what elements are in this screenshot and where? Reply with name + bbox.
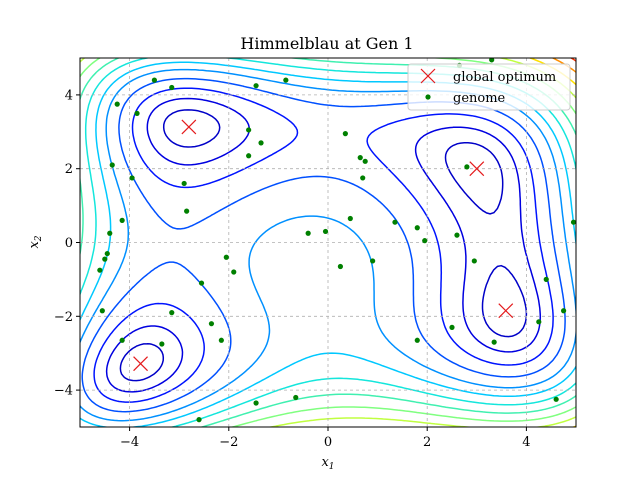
genome-point — [543, 276, 549, 282]
x-tick-label: −2 — [219, 435, 238, 450]
genome-point — [253, 400, 259, 406]
contour-level — [81, 77, 566, 413]
genome-point — [223, 254, 229, 260]
genome-point — [464, 164, 470, 170]
genome-point — [119, 337, 125, 343]
x-axis-label: x1 — [321, 455, 334, 472]
legend-marker-optimum — [420, 68, 436, 84]
genome-point — [561, 308, 567, 314]
genome-point — [198, 280, 205, 286]
genome-point — [258, 140, 264, 146]
y-tick-label: −2 — [54, 310, 73, 325]
genome-point — [357, 155, 363, 161]
genome-point — [322, 228, 329, 235]
genome-point — [414, 337, 420, 343]
y-axis-ticks: −4 −2 0 2 4 — [54, 88, 80, 399]
genome-point — [218, 337, 224, 343]
genome-point — [99, 308, 105, 314]
genome-point — [129, 175, 135, 181]
genome-point — [283, 77, 289, 83]
genome-point — [114, 101, 120, 107]
genome-point — [102, 256, 108, 262]
legend: global optimum genome — [407, 63, 571, 111]
genome-point — [231, 269, 237, 275]
genome-point — [570, 219, 576, 225]
contour-level — [105, 97, 542, 393]
genome-point — [151, 77, 157, 83]
genome-point — [109, 162, 115, 168]
genome-point — [471, 258, 477, 264]
genome-point — [169, 310, 175, 316]
genome-point — [246, 127, 252, 133]
genome-point — [362, 158, 368, 164]
y-tick-label: 2 — [65, 162, 73, 177]
genome-point — [293, 394, 299, 401]
x-tick-label: 2 — [423, 435, 431, 450]
x-tick-label: 4 — [522, 435, 530, 450]
genome-point — [347, 215, 353, 222]
genome-point — [208, 321, 215, 327]
y-axis-label: x2 — [27, 235, 44, 248]
genome-point — [134, 110, 140, 116]
genome-point — [305, 230, 311, 236]
genome-point — [159, 341, 165, 347]
genome-point — [370, 258, 376, 264]
genome-point — [489, 58, 495, 63]
genome-point — [342, 131, 348, 137]
genome-point — [491, 339, 497, 345]
legend-box — [407, 63, 571, 111]
x-tick-label: 0 — [324, 435, 332, 450]
y-tick-label: −4 — [54, 384, 73, 399]
contour-level — [80, 58, 576, 427]
genome-point — [454, 232, 460, 238]
genome-point — [337, 263, 343, 270]
global-optimum-marker — [498, 303, 514, 319]
legend-label-optimum: global optimum — [453, 70, 556, 85]
global-optimum-marker — [469, 161, 485, 177]
genome-point — [414, 225, 420, 231]
chart-title: Himmelblau at Gen 1 — [240, 34, 413, 53]
y-tick-label: 4 — [65, 88, 73, 103]
genome-point — [97, 267, 103, 273]
genome-point — [449, 324, 455, 330]
genome-point — [196, 417, 202, 423]
x-axis-ticks: −4 −2 0 2 4 — [120, 427, 531, 450]
y-tick-label: 0 — [65, 236, 73, 251]
genome-point — [184, 208, 190, 214]
genome-point — [104, 250, 110, 257]
data-points — [97, 58, 576, 423]
genome-point — [181, 180, 187, 187]
genome-point — [169, 84, 175, 91]
genome-point — [392, 219, 398, 225]
genome-point — [553, 396, 559, 402]
genome-point — [536, 319, 542, 325]
legend-label-genome: genome — [453, 91, 506, 106]
grid-lines — [80, 58, 576, 427]
contour-level — [119, 109, 528, 382]
global-optimum-marker — [133, 356, 148, 372]
genome-point — [119, 217, 125, 223]
genome-point — [360, 175, 366, 181]
genome-point — [422, 238, 428, 244]
legend-marker-genome — [425, 94, 431, 100]
genome-point — [246, 153, 252, 159]
global-optimum-marker — [181, 119, 197, 135]
genome-point — [253, 83, 259, 89]
x-tick-label: −4 — [120, 435, 139, 450]
contour-level — [93, 87, 554, 403]
genome-point — [107, 230, 113, 236]
